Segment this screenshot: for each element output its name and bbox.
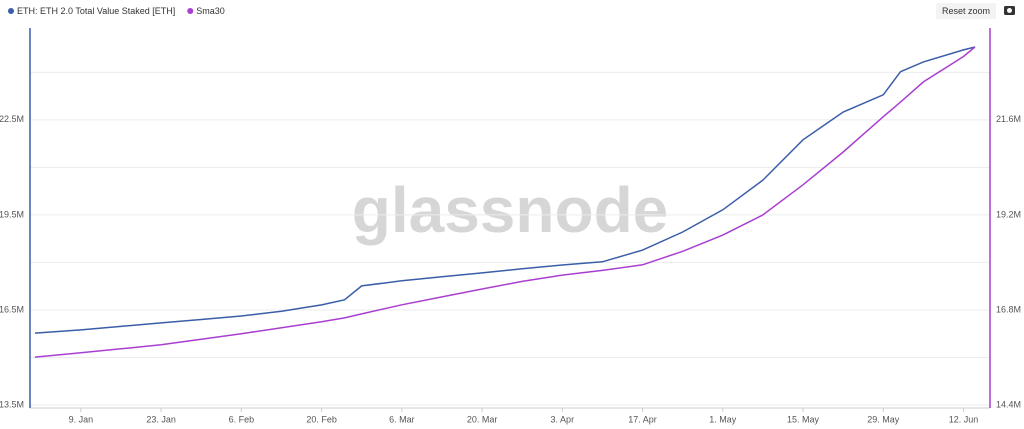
x-tick-label: 15. May	[787, 414, 820, 424]
camera-icon[interactable]	[1004, 6, 1015, 15]
x-tick-label: 12. Jun	[949, 414, 979, 424]
y-tick-label: 22.5M	[0, 114, 24, 124]
y2-tick-label: 19.2M	[996, 209, 1021, 219]
x-tick-label: 23. Jan	[146, 414, 176, 424]
y-tick-label: 16.5M	[0, 304, 24, 314]
x-tick-label: 6. Mar	[389, 414, 415, 424]
legend-marker	[187, 8, 194, 14]
reset-zoom-button[interactable]	[936, 3, 996, 19]
y-tick-label: 13.5M	[0, 399, 24, 409]
y2-tick-label: 21.6M	[996, 114, 1021, 124]
series-line	[34, 46, 976, 334]
legend-label: ETH: ETH 2.0 Total Value Staked [ETH]	[17, 6, 175, 16]
x-tick-label: 6. Feb	[229, 414, 255, 424]
x-tick-label: 17. Apr	[628, 414, 657, 424]
x-tick-label: 29. May	[867, 414, 900, 424]
series-line	[34, 46, 976, 358]
watermark: glassnode	[352, 174, 669, 246]
y2-tick-label: 16.8M	[996, 304, 1021, 314]
x-tick-label: 9. Jan	[69, 414, 94, 424]
x-tick-label: 20. Mar	[467, 414, 498, 424]
x-tick-label: 20. Feb	[306, 414, 337, 424]
legend-marker	[8, 8, 14, 14]
reset-zoom-label[interactable]: Reset zoom	[942, 6, 990, 16]
x-tick-label: 3. Apr	[551, 414, 575, 424]
x-tick-label: 1. May	[709, 414, 737, 424]
y-tick-label: 19.5M	[0, 209, 24, 219]
legend-label: Sma30	[196, 6, 225, 16]
y2-tick-label: 14.4M	[996, 399, 1021, 409]
